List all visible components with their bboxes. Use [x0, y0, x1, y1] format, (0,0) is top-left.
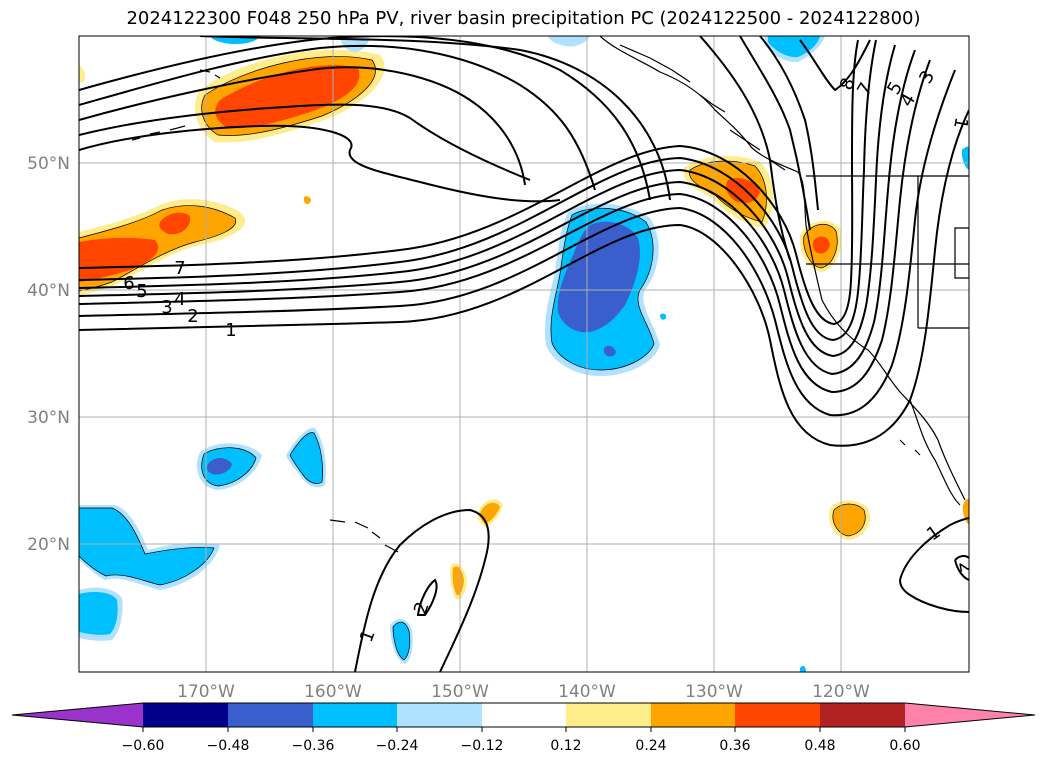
colorbar-bin-neg-036: [313, 703, 397, 727]
map-plot-area: 1 2 3 4 5 6 7 8 1 2 1 2 4 5 7 3 1: [79, 36, 977, 672]
colorbar-tick-label: −0.36: [292, 738, 335, 754]
colorbar-bin-pos-012: [566, 703, 651, 727]
lat-label-20n: 20°N: [27, 535, 70, 555]
positive-precip-anomalies: [79, 49, 969, 600]
colorbar-bin-neg-024: [397, 703, 482, 727]
contour-label-ne-1: 1: [949, 115, 972, 130]
contour-label-2: 2: [187, 306, 198, 327]
contour-label-4: 4: [174, 289, 185, 310]
colorbar-bin-pos-024: [651, 703, 735, 727]
colorbar-tick-label: 0.60: [889, 738, 920, 754]
lon-label-160w: 160°W: [304, 682, 362, 702]
map-title: 2024122300 F048 250 hPa PV, river basin …: [126, 8, 921, 29]
contour-label-3: 3: [161, 297, 172, 318]
latitude-axis: 50°N 40°N 30°N 20°N: [27, 154, 70, 555]
plot-frame: [78, 35, 970, 673]
contour-label-7: 7: [174, 258, 185, 279]
colorbar-under-arrow: [12, 703, 143, 727]
colorbar-bin-neg-048: [228, 703, 313, 727]
contour-label-6: 6: [123, 273, 134, 294]
lon-label-140w: 140°W: [558, 682, 616, 702]
colorbar-tick-label: 0.12: [550, 738, 581, 754]
lon-label-130w: 130°W: [685, 682, 743, 702]
colorbar-tick-label: 0.36: [719, 738, 750, 754]
colorbar-tick-label: 0.24: [635, 738, 666, 754]
contour-label-southeast-2: 2: [954, 560, 977, 575]
colorbar-over-arrow: [905, 703, 1035, 727]
colorbar-tick-label: −0.24: [376, 738, 419, 754]
colorbar-bin-pos-036: [735, 703, 820, 727]
lon-label-120w: 120°W: [812, 682, 870, 702]
colorbar-bin-neutral: [482, 703, 566, 727]
longitude-axis: 170°W 160°W 150°W 140°W 130°W 120°W: [177, 682, 870, 702]
lat-label-50n: 50°N: [27, 154, 70, 174]
colorbar-tick-label: −0.48: [207, 738, 250, 754]
lon-label-150w: 150°W: [431, 682, 489, 702]
colorbar-bin-pos-048: [820, 703, 905, 727]
colorbar-tick-label: 0.48: [804, 738, 835, 754]
colorbar-bin-neg-060: [143, 703, 228, 727]
colorbar-ticks: [142, 727, 906, 732]
colorbar-tick-label: −0.12: [461, 738, 504, 754]
colorbar-tick-label: −0.60: [122, 738, 165, 754]
pv-contours: [79, 36, 969, 672]
contour-label-1: 1: [225, 320, 236, 341]
coastlines: [131, 36, 969, 553]
shading-outlines: [79, 56, 866, 661]
lat-label-40n: 40°N: [27, 281, 70, 301]
colorbar: −0.60 −0.48 −0.36 −0.24 −0.12 0.12 0.24 …: [11, 702, 1036, 754]
lon-label-170w: 170°W: [177, 682, 235, 702]
contour-label-5: 5: [136, 281, 147, 302]
lat-label-30n: 30°N: [27, 408, 70, 428]
